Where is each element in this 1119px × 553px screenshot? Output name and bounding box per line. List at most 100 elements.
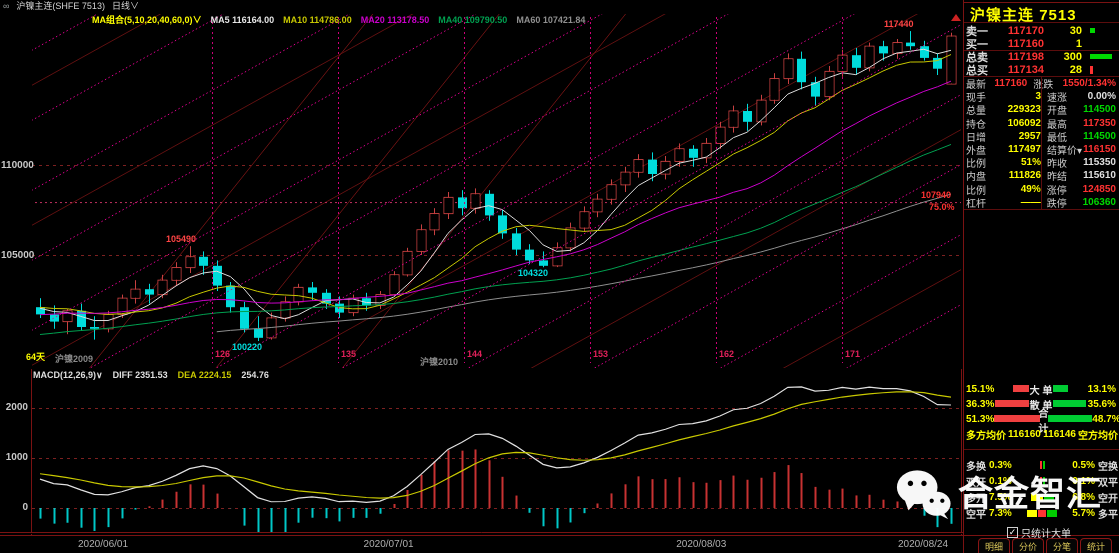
x-axis-date-label: 2020/08/24 xyxy=(898,539,949,550)
chevron-down-icon: ∨ xyxy=(96,370,103,380)
watermark-text: 合金智汇 xyxy=(958,474,1103,514)
stat-label: 合 计 xyxy=(1038,408,1049,435)
quote-label: 内盘 xyxy=(966,172,986,184)
panel-top-border xyxy=(964,2,1119,3)
green-block xyxy=(1047,509,1057,517)
panel-contract-title: 沪镍主连 7513 xyxy=(970,4,1077,25)
quote-row: 持仓 106092 最高 117350 xyxy=(966,117,1118,131)
long-avg-label: 多方均价 xyxy=(966,431,1006,442)
stat-left-bar-wrap xyxy=(994,384,1030,395)
quote-value: 0.00% xyxy=(1087,91,1116,103)
chart-annotation: 104320 xyxy=(518,268,549,278)
order-qty: 30 xyxy=(1069,24,1082,37)
macd-dropdown[interactable]: MACD(12,26,9)∨ xyxy=(33,371,103,380)
bottom-axis-line xyxy=(0,535,1119,536)
watermark: 合金智汇 xyxy=(894,468,1102,520)
scroll-up-arrow-icon[interactable] xyxy=(951,14,961,21)
chevron-down-icon: ∨ xyxy=(192,15,202,25)
stat-row: 36.3% 散 单 35.6% xyxy=(966,398,1118,412)
x-axis-date-label: 2020/07/01 xyxy=(363,539,414,550)
chart-annotation: 153 xyxy=(593,349,609,359)
order-label: 买一 xyxy=(966,38,988,51)
order-row-卖一[interactable]: 卖一 117170 30 xyxy=(966,24,1118,38)
tab-明细[interactable]: 明细 xyxy=(978,538,1011,553)
quote-label: 比例 xyxy=(966,159,986,171)
checkbox-label: 只统计大单 xyxy=(1021,529,1071,540)
ma-value: MA5 116164.00 xyxy=(210,15,275,25)
stat-right-bar-wrap xyxy=(1052,384,1088,395)
tab-分价[interactable]: 分价 xyxy=(1012,538,1045,553)
stat-right-pct: 48.7% xyxy=(1092,414,1119,425)
checkbox-icon: ✓ xyxy=(1007,527,1018,538)
chart-annotation: 144 xyxy=(467,349,483,359)
quote-row: 杠杆 —— 跌停 106360 xyxy=(966,196,1118,210)
quote-value: 117160 xyxy=(994,78,1028,89)
order-qty: 28 xyxy=(1069,63,1082,76)
stat-left-pct: 36.3% xyxy=(966,399,995,410)
bar-green-icon xyxy=(1090,54,1112,59)
y-axis-tick-label: 2000 xyxy=(5,402,28,413)
chart-annotation: 105490 xyxy=(166,234,197,244)
ratio-left-label: 多开 xyxy=(966,493,986,505)
ratio-left-label: 空平 xyxy=(966,509,986,521)
square-green-icon xyxy=(1090,28,1095,33)
quote-value: 2957 xyxy=(1018,130,1041,142)
chart-annotation: 162 xyxy=(719,349,735,359)
tab-分笔[interactable]: 分笔 xyxy=(1046,538,1079,553)
ma-combo-label: MA组合(5,10,20,40,60,0) xyxy=(92,15,193,25)
ma-value: MA10 114786.00 xyxy=(283,15,352,25)
title-bar: ∞ 沪镍主连(SHFE 7513) 日线∨ xyxy=(3,2,139,11)
green-bar xyxy=(1048,415,1093,422)
quote-label: 最高 xyxy=(1047,119,1067,131)
chart-annotation: 沪镍2009 xyxy=(55,354,94,364)
chart-annotation: 沪镍2010 xyxy=(420,357,459,367)
chart-annotation: 64天 xyxy=(26,352,46,362)
ma-values: MA5 116164.00 MA10 114786.00 MA20 113178.5… xyxy=(211,16,586,25)
red-block xyxy=(1038,509,1046,517)
ratio-right-label: 双平 xyxy=(1098,477,1118,489)
yellow-block xyxy=(1030,493,1043,501)
macd-chart-canvas[interactable] xyxy=(0,382,963,534)
quote-label: 最低 xyxy=(1047,132,1067,144)
ratio-left-value: 7.5% xyxy=(989,491,1012,503)
quote-value: 106092 xyxy=(1007,117,1041,129)
ratio-right-label: 多平 xyxy=(1098,509,1118,521)
quote-row: 日增 2957 最低 114500 xyxy=(966,130,1118,144)
order-row-总卖[interactable]: 总卖 117198 300 xyxy=(966,50,1118,64)
order-label: 卖一 xyxy=(966,25,988,38)
chart-annotation: 135 xyxy=(341,349,357,359)
green-bar xyxy=(1052,400,1087,407)
big-order-only-checkbox[interactable]: ✓ 只统计大单 xyxy=(1007,525,1071,540)
macd-label: MACD(12,26,9) xyxy=(33,370,97,380)
x-axis-date-label: 2020/08/03 xyxy=(676,539,727,550)
ratio-row: 多换 0.3% 0.5% 空换 xyxy=(966,458,1118,473)
tab-统计[interactable]: 统计 xyxy=(1080,538,1113,553)
quote-value: —— xyxy=(1020,196,1041,208)
ratio-right-value: 5.7% xyxy=(1072,507,1095,519)
candlestick-chart-canvas[interactable] xyxy=(0,13,963,369)
short-avg-label: 空方均价 xyxy=(1078,431,1118,442)
order-row-买一[interactable]: 买一 117160 1 xyxy=(966,37,1118,51)
quote-label: 跌停 xyxy=(1046,198,1067,210)
ratio-right-value: 6.8% xyxy=(1072,491,1095,503)
contract-title: 沪镍主连(SHFE 7513) xyxy=(16,1,105,11)
quote-label: 最新 xyxy=(966,80,986,91)
order-row-总买[interactable]: 总买 117134 28 xyxy=(966,63,1118,77)
quote-row: 现手 3 速涨 0.00% xyxy=(966,90,1118,104)
ratio-mini-bar xyxy=(1012,477,1072,485)
quote-row: 最新 117160 涨跌 1550/1.34% xyxy=(966,77,1118,91)
stat-left-bar-wrap xyxy=(994,414,1041,425)
yellow-block xyxy=(1027,509,1037,517)
ratio-mini-bar xyxy=(1012,509,1072,517)
chart-annotation: 107940 xyxy=(921,190,952,200)
ma-combo-dropdown[interactable]: MA组合(5,10,20,40,60,0)∨ xyxy=(92,16,202,25)
ratio-row: 双开 0.1% 0.1% 双平 xyxy=(966,474,1118,489)
quote-row: 外盘 117497 结算价▾ 116150 xyxy=(966,143,1118,157)
green-bar xyxy=(1052,385,1068,392)
period-selector[interactable]: 日线∨ xyxy=(112,2,139,11)
y-axis-tick-label: 0 xyxy=(22,502,28,513)
stat-row: 15.1% 大 单 13.1% xyxy=(966,383,1118,397)
stat-left-pct: 15.1% xyxy=(966,384,995,395)
quote-row: 总量 229323 开盘 114500 xyxy=(966,103,1118,117)
